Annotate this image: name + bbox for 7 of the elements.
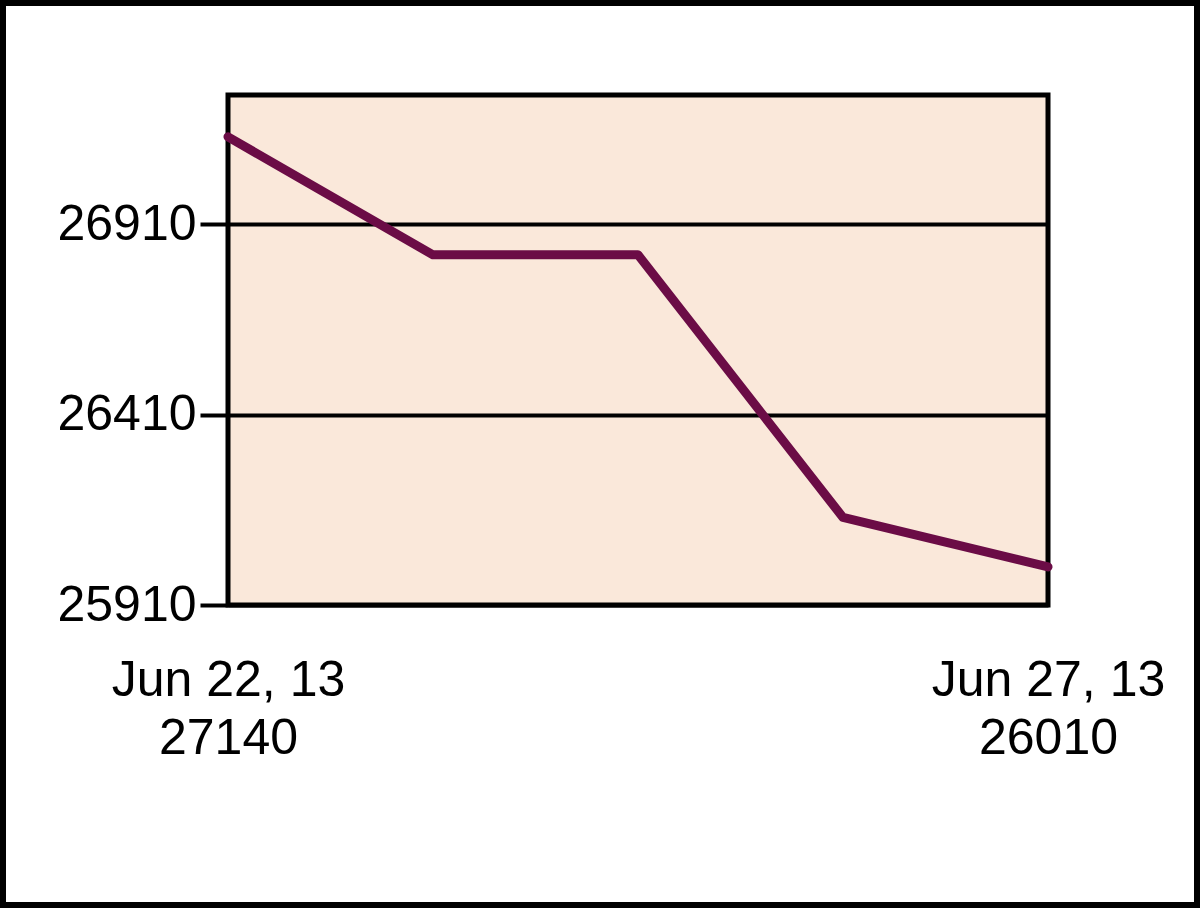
y-tick-label: 26910 — [57, 194, 197, 251]
y-tick-label: 26410 — [57, 385, 197, 442]
x-tick-label: Jun 22, 13 — [111, 650, 346, 707]
y-tick-label: 25910 — [57, 575, 197, 632]
data-label: 27140 — [158, 708, 299, 765]
data-label: 26010 — [978, 708, 1119, 765]
x-tick-label: Jun 27, 13 — [931, 650, 1166, 707]
